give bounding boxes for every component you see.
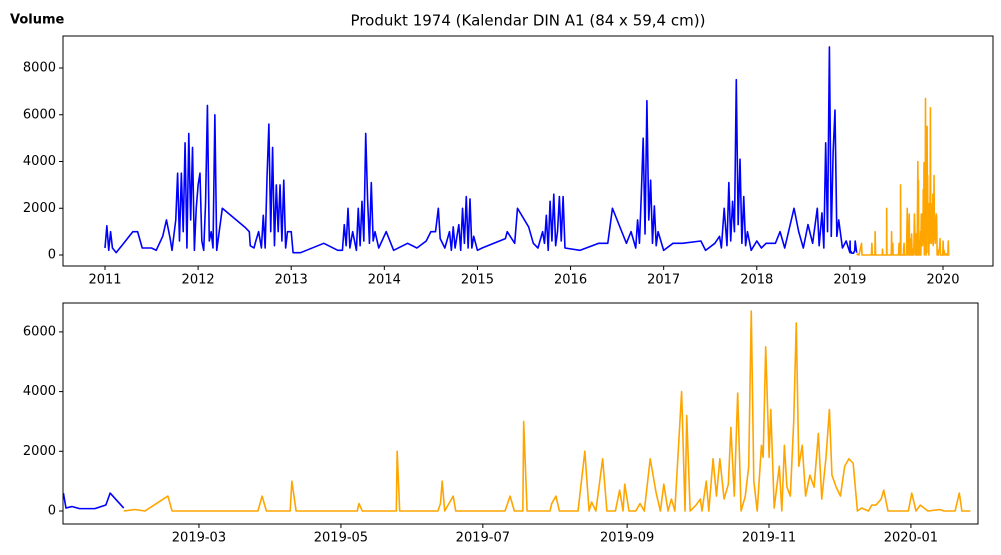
x-tick-label: 2020 — [926, 273, 959, 288]
y-tick-label: 4000 — [23, 384, 56, 399]
series-line — [123, 310, 971, 512]
x-tick-label: 2014 — [368, 273, 401, 288]
y-tick-label: 6000 — [23, 324, 56, 339]
x-tick-label: 2013 — [275, 273, 308, 288]
x-tick-label: 2019-09 — [600, 531, 654, 546]
x-tick-label: 2019-07 — [456, 531, 510, 546]
y-tick-label: 4000 — [23, 154, 56, 169]
x-tick-label: 2019-05 — [314, 531, 368, 546]
x-tick-label: 2020-01 — [884, 531, 938, 546]
annotation: Volume — [10, 13, 65, 28]
x-tick-label: 2012 — [182, 273, 215, 288]
x-tick-label: 2019 — [833, 273, 866, 288]
chart-title: Produkt 1974 (Kalendar DIN A1 (84 x 59,4… — [351, 12, 706, 30]
y-tick-label: 2000 — [23, 444, 56, 459]
series-line — [104, 46, 858, 254]
plot-frame — [62, 302, 979, 525]
x-tick-label: 2019-11 — [742, 531, 796, 546]
series-line — [62, 492, 125, 510]
x-tick-label: 2015 — [461, 273, 494, 288]
y-tick-label: 2000 — [23, 201, 56, 216]
y-tick-label: 0 — [48, 248, 56, 263]
series-line — [856, 97, 950, 256]
x-tick-label: 2019-03 — [172, 531, 226, 546]
x-tick-label: 2016 — [554, 273, 587, 288]
x-tick-label: 2011 — [88, 273, 121, 288]
y-tick-label: 0 — [48, 504, 56, 519]
x-tick-label: 2017 — [647, 273, 680, 288]
y-tick-label: 6000 — [23, 107, 56, 122]
plot-frame — [62, 35, 994, 267]
y-tick-label: 8000 — [23, 61, 56, 76]
x-tick-label: 2018 — [740, 273, 773, 288]
